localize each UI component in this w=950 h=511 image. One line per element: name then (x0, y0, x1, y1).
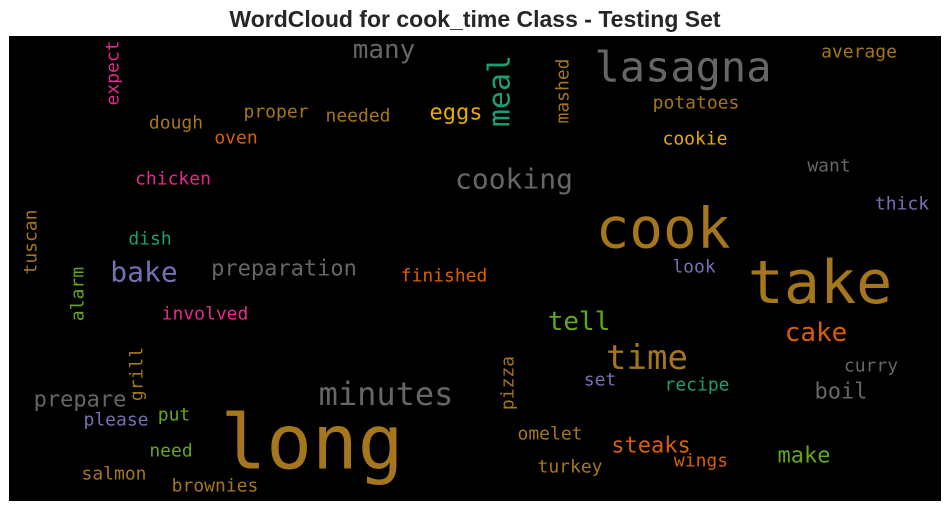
word-turkey: turkey (537, 457, 602, 478)
word-prepare: prepare (34, 388, 127, 413)
word-grill: grill (127, 347, 148, 401)
word-take: take (748, 248, 893, 318)
word-steaks: steaks (611, 434, 690, 459)
word-oven: oven (214, 128, 257, 149)
word-curry: curry (844, 356, 898, 377)
word-boil: boil (815, 380, 868, 405)
word-needed: needed (325, 106, 390, 127)
word-recipe: recipe (664, 375, 729, 396)
word-dish: dish (128, 229, 171, 250)
word-brownies: brownies (172, 476, 259, 497)
wordcloud-background (9, 36, 941, 501)
word-cooking: cooking (455, 163, 573, 196)
word-put: put (158, 405, 191, 426)
word-many: many (353, 36, 416, 65)
word-thick: thick (875, 194, 929, 215)
word-mashed: mashed (553, 58, 574, 123)
word-minutes: minutes (319, 375, 454, 413)
word-long: long (220, 398, 403, 487)
word-potatoes: potatoes (653, 93, 740, 114)
word-tell: tell (548, 307, 611, 337)
word-need: need (149, 441, 192, 462)
word-look: look (672, 257, 716, 278)
word-chicken: chicken (135, 169, 211, 190)
word-cook: cook (596, 197, 731, 262)
word-wings: wings (674, 451, 728, 472)
word-cake: cake (785, 318, 848, 348)
word-please: please (83, 410, 148, 431)
wordcloud: long take cook lasagna minutes time cooking mea… (9, 36, 941, 501)
word-bake: bake (110, 256, 177, 289)
chart-title: WordCloud for cook_time Class - Testing … (229, 6, 721, 32)
word-salmon: salmon (81, 464, 146, 485)
wordcloud-words: long take cook lasagna minutes time cooking mea… (21, 36, 930, 497)
word-cookie: cookie (662, 129, 727, 150)
word-pizza: pizza (498, 356, 519, 410)
word-involved: involved (162, 304, 249, 325)
word-finished: finished (401, 266, 488, 287)
word-proper: proper (243, 102, 308, 123)
word-want: want (807, 156, 850, 177)
word-lasagna: lasagna (594, 43, 771, 92)
word-preparation: preparation (211, 257, 357, 282)
word-dough: dough (149, 113, 203, 134)
word-tuscan: tuscan (21, 209, 42, 274)
word-expect: expect (103, 40, 124, 105)
word-make: make (778, 444, 831, 469)
word-alarm: alarm (68, 267, 89, 321)
word-eggs: eggs (430, 101, 483, 126)
word-omelet: omelet (517, 424, 582, 445)
word-time: time (606, 338, 688, 378)
word-meal: meal (483, 55, 518, 127)
word-set: set (584, 370, 617, 391)
word-average: average (821, 42, 897, 63)
